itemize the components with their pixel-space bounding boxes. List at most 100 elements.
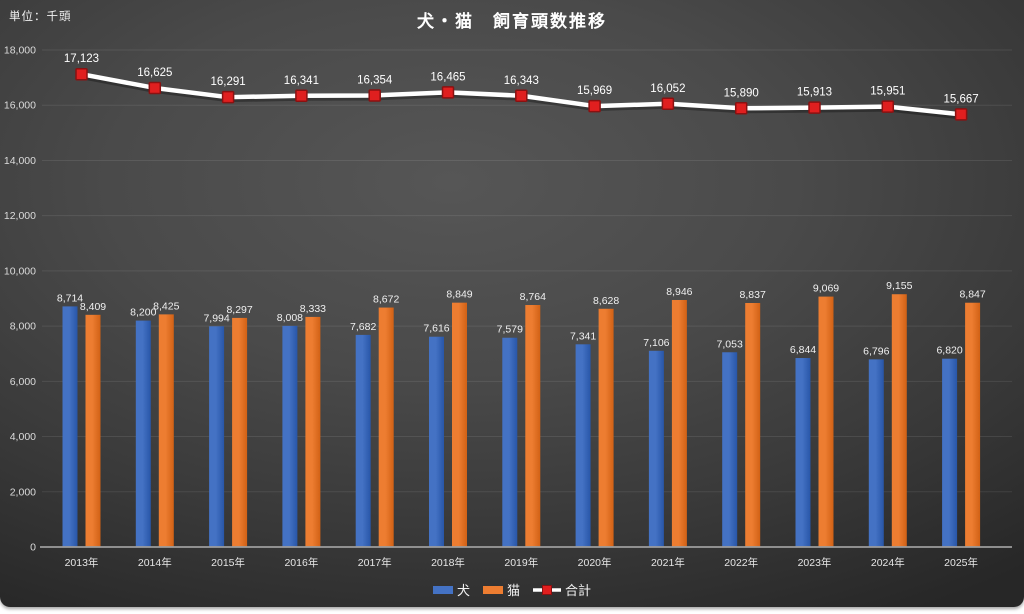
bar <box>378 307 394 547</box>
bar <box>452 302 467 547</box>
bar <box>722 352 738 547</box>
svg-text:16,625: 16,625 <box>137 67 172 79</box>
bar <box>135 320 151 547</box>
legend-item-cat: 猫 <box>482 580 520 599</box>
svg-text:6,796: 6,796 <box>863 345 889 357</box>
total-labels: 17,123 16,625 16,291 16,341 16,354 16,465 16,3… <box>64 53 979 105</box>
svg-text:2016年: 2016年 <box>284 556 318 569</box>
bar <box>62 306 78 547</box>
dog-bars <box>62 306 958 547</box>
bar <box>209 326 225 547</box>
legend-label: 犬 <box>456 583 470 598</box>
svg-text:8,672: 8,672 <box>373 294 399 306</box>
bar <box>429 336 444 547</box>
svg-text:8,714: 8,714 <box>57 292 83 304</box>
bar <box>818 296 834 547</box>
svg-text:15,890: 15,890 <box>724 87 759 99</box>
svg-text:16,000: 16,000 <box>4 100 36 112</box>
bar <box>232 317 248 547</box>
svg-text:8,297: 8,297 <box>226 304 252 316</box>
bar <box>891 294 907 547</box>
svg-text:8,849: 8,849 <box>446 289 472 301</box>
bar <box>502 337 518 547</box>
svg-text:7,106: 7,106 <box>643 337 669 349</box>
svg-text:0: 0 <box>30 542 36 554</box>
svg-text:2020年: 2020年 <box>578 556 612 569</box>
bar <box>648 350 664 547</box>
svg-text:8,409: 8,409 <box>80 301 106 313</box>
svg-text:2017年: 2017年 <box>358 556 392 569</box>
svg-text:18,000: 18,000 <box>4 45 36 57</box>
svg-text:8,000: 8,000 <box>10 321 36 333</box>
svg-text:9,155: 9,155 <box>886 280 912 292</box>
svg-text:8,008: 8,008 <box>277 312 303 324</box>
legend-label: 合計 <box>565 583 592 598</box>
svg-text:8,837: 8,837 <box>740 289 766 301</box>
svg-text:2024年: 2024年 <box>871 556 905 569</box>
bar <box>158 314 174 547</box>
bar <box>575 344 591 547</box>
bar <box>795 358 811 547</box>
svg-text:2013年: 2013年 <box>65 556 99 569</box>
svg-text:6,820: 6,820 <box>936 345 962 357</box>
svg-text:15,969: 15,969 <box>577 85 612 97</box>
chart-title: 犬・猫 飼育頭数推移 <box>417 12 607 31</box>
bar <box>965 302 981 547</box>
svg-text:15,913: 15,913 <box>797 87 832 99</box>
svg-text:7,616: 7,616 <box>423 323 449 335</box>
svg-text:7,341: 7,341 <box>570 330 596 342</box>
svg-text:6,844: 6,844 <box>790 344 816 356</box>
x-axis-labels: 2013年 2014年 2015年 2016年 2017年 2018年 2019年 2020年… <box>65 556 978 569</box>
dog-bar-labels: 8,714 8,200 7,994 8,008 7,682 7,616 7,579 7,341… <box>57 292 963 357</box>
svg-text:8,333: 8,333 <box>300 303 326 315</box>
bar <box>282 325 298 547</box>
svg-text:14,000: 14,000 <box>4 155 36 167</box>
svg-text:2022年: 2022年 <box>724 556 758 569</box>
legend: 犬 猫 合計 <box>0 580 1024 599</box>
svg-text:2,000: 2,000 <box>10 486 36 498</box>
svg-text:7,579: 7,579 <box>497 324 523 336</box>
cat-bar-labels: 8,409 8,425 8,297 8,333 8,672 8,849 8,764 8,628… <box>80 280 986 316</box>
bar <box>85 314 101 547</box>
svg-text:10,000: 10,000 <box>4 265 36 277</box>
svg-text:2019年: 2019年 <box>504 556 538 569</box>
svg-text:2015年: 2015年 <box>211 556 245 569</box>
bar <box>745 303 761 547</box>
svg-text:16,465: 16,465 <box>430 71 465 83</box>
svg-text:2021年: 2021年 <box>651 556 685 569</box>
svg-text:15,667: 15,667 <box>944 93 979 105</box>
unit-label: 単位：千頭 <box>9 11 72 23</box>
svg-text:8,425: 8,425 <box>153 300 179 312</box>
cat-bars <box>85 294 981 547</box>
bar <box>525 305 541 547</box>
total-markers <box>75 67 968 121</box>
bar <box>598 308 614 547</box>
svg-text:16,341: 16,341 <box>284 75 319 87</box>
dog-series-swatch-icon <box>432 585 453 594</box>
svg-text:6,000: 6,000 <box>10 376 36 388</box>
total-line-marker-icon <box>533 584 561 595</box>
svg-text:4,000: 4,000 <box>10 431 36 443</box>
svg-text:2014年: 2014年 <box>138 556 172 569</box>
svg-text:8,847: 8,847 <box>959 289 985 301</box>
y-axis-labels: 0 2,000 4,000 6,000 8,000 10,000 12,000 14,000 1… <box>4 45 36 554</box>
svg-text:16,291: 16,291 <box>211 76 246 88</box>
svg-text:16,343: 16,343 <box>504 75 539 87</box>
svg-text:2018年: 2018年 <box>431 556 465 569</box>
legend-item-total: 合計 <box>533 580 591 599</box>
svg-text:2023年: 2023年 <box>798 556 832 569</box>
bar <box>305 316 321 547</box>
svg-text:7,053: 7,053 <box>717 338 743 350</box>
svg-text:15,951: 15,951 <box>870 86 905 98</box>
svg-text:16,354: 16,354 <box>357 74 393 86</box>
svg-text:8,764: 8,764 <box>520 291 546 303</box>
svg-text:8,628: 8,628 <box>593 295 619 307</box>
svg-text:7,994: 7,994 <box>203 312 229 324</box>
svg-text:2025年: 2025年 <box>944 556 978 569</box>
svg-text:8,200: 8,200 <box>130 307 156 319</box>
svg-text:17,123: 17,123 <box>64 53 99 65</box>
bar <box>868 359 884 547</box>
svg-text:8,946: 8,946 <box>666 286 692 298</box>
